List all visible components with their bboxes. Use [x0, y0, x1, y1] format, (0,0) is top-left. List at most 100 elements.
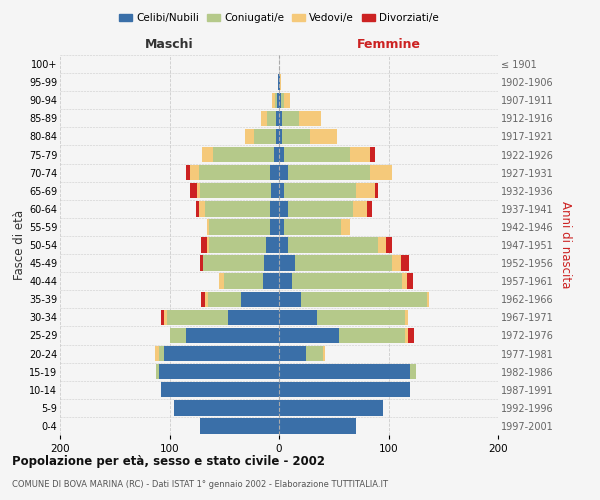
Bar	[209, 219, 270, 234]
Bar	[270, 165, 279, 180]
Bar	[270, 219, 279, 234]
Bar	[201, 238, 207, 252]
Bar	[155, 346, 158, 362]
Bar	[208, 292, 241, 307]
Text: Popolazione per età, sesso e stato civile - 2002: Popolazione per età, sesso e stato civil…	[12, 455, 325, 468]
Bar	[276, 110, 279, 126]
Bar	[279, 346, 307, 362]
Bar	[339, 328, 405, 343]
Bar	[341, 219, 350, 234]
Bar	[203, 256, 263, 271]
Bar	[317, 310, 405, 325]
Bar	[295, 256, 392, 271]
Text: Maschi: Maschi	[145, 38, 194, 52]
Bar	[158, 364, 279, 380]
Bar	[307, 346, 323, 362]
Bar	[272, 92, 275, 108]
Bar	[164, 310, 167, 325]
Bar	[279, 201, 288, 216]
Bar	[274, 147, 279, 162]
Bar	[350, 147, 370, 162]
Bar	[227, 310, 279, 325]
Bar	[284, 183, 356, 198]
Bar	[278, 74, 279, 90]
Bar	[205, 201, 270, 216]
Bar	[279, 74, 280, 90]
Bar	[427, 292, 429, 307]
Bar	[401, 274, 407, 289]
Bar	[200, 183, 271, 198]
Bar	[405, 310, 408, 325]
Bar	[376, 183, 377, 198]
Bar	[279, 310, 317, 325]
Bar	[199, 165, 270, 180]
Bar	[279, 219, 284, 234]
Bar	[202, 147, 214, 162]
Bar	[267, 110, 276, 126]
Bar	[279, 128, 282, 144]
Bar	[201, 292, 205, 307]
Bar	[275, 92, 277, 108]
Bar	[174, 400, 279, 415]
Bar	[279, 418, 356, 434]
Bar	[323, 346, 325, 362]
Bar	[209, 238, 266, 252]
Bar	[197, 183, 200, 198]
Bar	[288, 165, 370, 180]
Bar	[207, 238, 209, 252]
Bar	[200, 256, 203, 271]
Bar	[266, 238, 279, 252]
Bar	[196, 201, 199, 216]
Bar	[408, 328, 413, 343]
Bar	[301, 292, 427, 307]
Bar	[279, 238, 288, 252]
Bar	[282, 110, 299, 126]
Bar	[219, 274, 224, 289]
Bar	[279, 274, 292, 289]
Bar	[377, 238, 386, 252]
Bar	[279, 183, 284, 198]
Bar	[271, 183, 279, 198]
Bar	[186, 165, 190, 180]
Bar	[288, 201, 353, 216]
Bar	[367, 201, 372, 216]
Bar	[410, 364, 416, 380]
Bar	[370, 165, 392, 180]
Bar	[277, 92, 279, 108]
Bar	[356, 183, 376, 198]
Bar	[299, 110, 320, 126]
Bar	[270, 201, 279, 216]
Legend: Celibi/Nubili, Coniugati/e, Vedovi/e, Divorziati/e: Celibi/Nubili, Coniugati/e, Vedovi/e, Di…	[115, 8, 443, 27]
Y-axis label: Anni di nascita: Anni di nascita	[559, 202, 572, 288]
Bar	[279, 328, 339, 343]
Bar	[245, 128, 254, 144]
Bar	[224, 274, 263, 289]
Bar	[279, 110, 282, 126]
Bar	[401, 256, 409, 271]
Bar	[284, 147, 350, 162]
Bar	[282, 128, 310, 144]
Bar	[279, 364, 410, 380]
Bar	[169, 328, 186, 343]
Bar	[292, 274, 401, 289]
Bar	[279, 165, 288, 180]
Bar	[263, 274, 279, 289]
Bar	[190, 165, 199, 180]
Bar	[254, 128, 276, 144]
Bar	[164, 346, 279, 362]
Bar	[279, 400, 383, 415]
Bar	[213, 147, 274, 162]
Bar	[161, 382, 279, 398]
Bar	[279, 92, 281, 108]
Bar	[200, 418, 279, 434]
Bar	[157, 364, 158, 380]
Bar	[241, 292, 279, 307]
Bar	[279, 292, 301, 307]
Bar	[284, 219, 341, 234]
Bar	[167, 310, 227, 325]
Bar	[262, 110, 267, 126]
Bar	[158, 346, 164, 362]
Bar	[407, 274, 413, 289]
Bar	[288, 238, 377, 252]
Bar	[284, 92, 290, 108]
